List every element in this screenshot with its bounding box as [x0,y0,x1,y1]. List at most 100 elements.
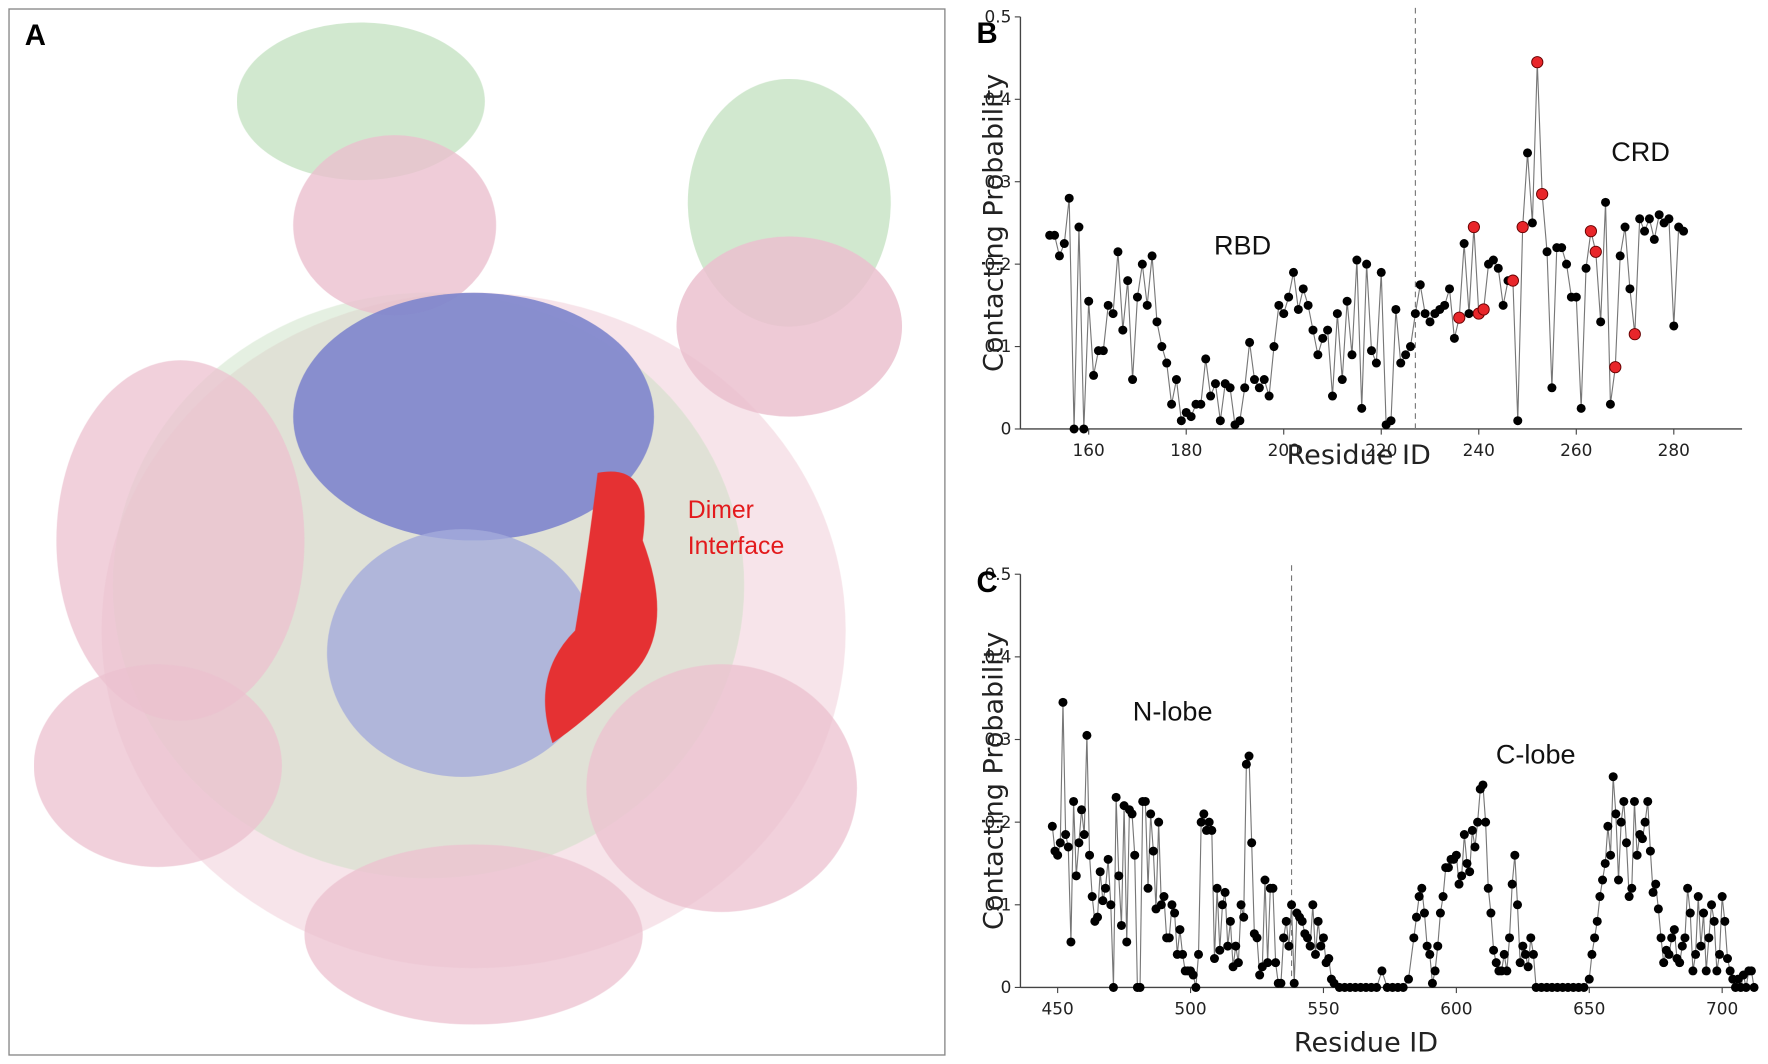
data-point [1152,317,1162,327]
data-point [1289,978,1299,988]
data-point [1241,759,1251,769]
data-point [1199,809,1209,819]
data-point [1254,383,1264,393]
data-point [1313,350,1323,360]
data-point [1171,375,1181,385]
data-point [1688,966,1698,976]
data-point [1116,920,1126,930]
x-tick-label: 550 [1307,998,1339,1018]
y-tick-label: 0.1 [985,894,1012,914]
data-point [1422,941,1432,951]
data-point [1268,883,1278,893]
data-point [1590,933,1600,943]
data-point [1520,949,1530,959]
structure-panel: A Dimer Interface [8,8,946,1056]
data-point [1685,908,1695,918]
data-point [1449,333,1459,343]
data-point [1313,916,1323,926]
data-point [1284,292,1294,302]
highlight-point [1467,220,1480,234]
data-point [1217,900,1227,910]
data-line [1051,702,1755,990]
data-point [1465,867,1475,877]
data-point [1603,821,1613,831]
data-point [1069,424,1079,434]
data-point [1486,908,1496,918]
data-point [1085,850,1095,860]
data-point [1542,247,1552,257]
data-point [1481,817,1491,827]
data-point [1128,375,1138,385]
data-point [1664,949,1674,959]
data-point [1170,908,1180,918]
data-point [1420,309,1430,319]
data-point [1605,399,1615,409]
data-point [1305,941,1315,951]
data-point [1087,892,1097,902]
data-point [1600,858,1610,868]
data-point [1220,887,1230,897]
data-point [1679,226,1689,236]
data-point [1438,892,1448,902]
data-point [1584,974,1594,984]
highlight-point [1453,311,1466,324]
data-point [1715,949,1725,959]
data-point [1749,982,1759,992]
data-point [1417,883,1427,893]
chart: 0 0.1 0.2 0.3 0.4 0.5 160 180 200 220 240 260 280 Res… [976,7,1743,471]
data-point [1643,796,1653,806]
data-point [1651,879,1661,889]
data-point [1082,730,1092,740]
data-point [1176,416,1186,426]
data-point [1443,863,1453,873]
data-point [1255,970,1265,980]
data-point [1263,958,1273,968]
data-point [1627,883,1637,893]
data-point [1502,966,1512,976]
data-point [1645,846,1655,856]
data-point [1488,255,1498,265]
data-point [1142,300,1152,310]
data-point [1352,255,1362,265]
data-point [1445,284,1455,294]
data-point [1122,937,1132,947]
data-point [1264,391,1274,401]
data-point [1103,854,1113,864]
data-point [1100,883,1111,893]
data-point [1523,962,1533,972]
chart: 0 0.1 0.2 0.3 0.4 0.5 450 500 550 600 650 700 Residu… [976,564,1759,1059]
data-point [1207,825,1217,835]
data-point [1701,966,1711,976]
data-point [1371,358,1381,368]
data-point [1620,222,1630,232]
x-tick-label: 450 [1042,998,1074,1018]
data-point [1459,830,1469,840]
data-point [1510,850,1520,860]
y-tick-label: 0.1 [985,336,1012,356]
data-point [1419,908,1429,918]
data-point [1376,267,1386,277]
data-point [1613,875,1624,885]
data-point [1411,912,1421,922]
data-point [1601,197,1611,207]
data-point [1523,148,1533,158]
data-point [1386,416,1396,426]
data-point [1297,916,1307,926]
data-point [1327,391,1338,401]
data-point [1656,933,1666,943]
dimer-interface-surface [544,471,658,744]
data-point [1562,259,1572,269]
x-axis-label: Residue ID [1287,440,1431,471]
data-point [1507,879,1517,889]
data-point [1064,193,1074,203]
x-axis-label: Residue ID [1294,1028,1438,1059]
data-point [1608,772,1618,782]
data-point [1269,342,1279,352]
data-point [1637,834,1647,844]
highlight-point [1516,220,1529,234]
data-point [1156,900,1166,910]
data-point [1164,933,1174,943]
y-tick-label: 0.5 [985,7,1012,27]
data-point [1279,309,1289,319]
data-point [1276,978,1286,988]
